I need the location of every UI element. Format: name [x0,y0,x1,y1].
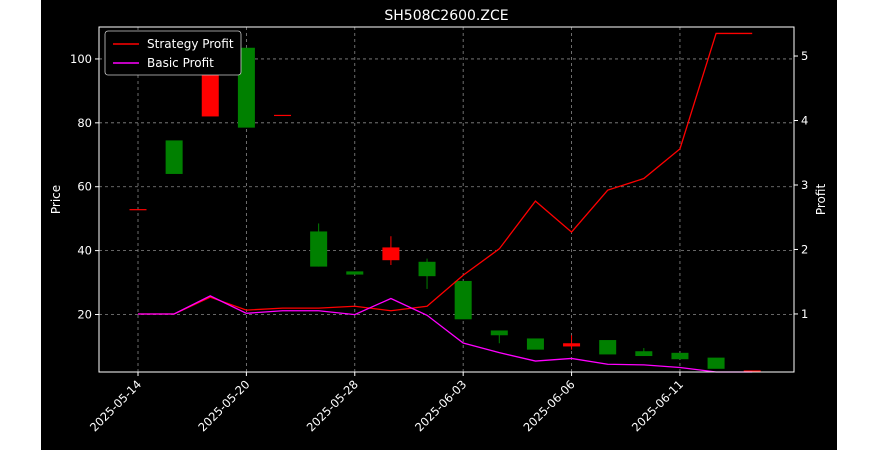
candle [310,223,328,267]
candle [599,340,617,355]
candle [563,335,581,350]
candle-body [454,280,472,320]
y-tick-label-left: 100 [70,52,92,66]
legend-label-strategy-profit: Strategy Profit [147,37,234,51]
candle [743,370,761,372]
legend: Strategy Profit Basic Profit [104,30,242,76]
x-tick-label: 2025-06-06 [521,377,578,434]
x-tick-label: 2025-05-28 [304,377,361,434]
legend-box [104,30,242,76]
candle [165,140,183,174]
y-tick-label-left: 40 [77,244,92,258]
legend-label-basic-profit: Basic Profit [147,56,214,70]
x-tick-label: 2025-05-14 [87,377,144,434]
x-tick-label: 2025-06-11 [629,377,686,434]
candles [129,47,761,372]
figure-canvas: 20 40 60 80 100 1 2 3 4 5 2025-05-14 2025-05-20 2025… [41,0,837,450]
candle-body [563,343,581,347]
candle-body [418,261,436,277]
candle [635,348,653,357]
y-tick-label-left: 80 [77,116,92,130]
candle [418,258,436,289]
candle-body [526,338,544,350]
candle [490,330,508,344]
y-axis-label-left: Price [49,185,63,214]
candle [382,236,400,265]
y-tick-label-left: 20 [77,308,92,322]
series-line-basic-profit [138,295,753,373]
y-tick-label-right: 4 [801,114,808,128]
candle [671,352,689,360]
candle [129,209,147,211]
candle-body [274,114,292,117]
y-tick-label-right: 5 [801,49,808,63]
y-tick-label-right: 1 [801,307,808,321]
x-tick-label: 2025-05-20 [195,377,252,434]
candle-body [599,340,617,355]
y-axis-label-right: Profit [814,184,828,216]
x-tick-label: 2025-06-03 [412,377,469,434]
candle-body [310,231,328,267]
candle [454,280,472,320]
plot-frame [98,26,795,373]
candle [237,47,255,128]
candle [526,338,544,350]
series-line-strategy-profit [138,32,753,315]
candle-body [635,351,653,357]
y-tick-label-left: 60 [77,180,92,194]
candle-body [237,47,255,128]
chart-title: SH508C2600.ZCE [384,8,508,24]
profit-lines [138,32,753,373]
candle-body [707,357,725,369]
y-tick-label-right: 3 [801,178,808,192]
candle-body [382,247,400,261]
axes: 20 40 60 80 100 1 2 3 4 5 2025-05-14 2025-05-20 2025… [70,26,808,434]
candle-body [490,330,508,336]
y-tick-label-right: 2 [801,242,808,256]
candle-body [671,352,689,360]
candle-body [743,370,761,372]
candle-body [346,271,364,275]
candle-body [129,209,147,211]
candle [346,271,364,275]
candle [274,114,292,117]
candle-body [165,140,183,174]
candlestick-profit-chart: 20 40 60 80 100 1 2 3 4 5 2025-05-14 2025-05-20 2025… [49,8,828,434]
candle [707,357,725,369]
